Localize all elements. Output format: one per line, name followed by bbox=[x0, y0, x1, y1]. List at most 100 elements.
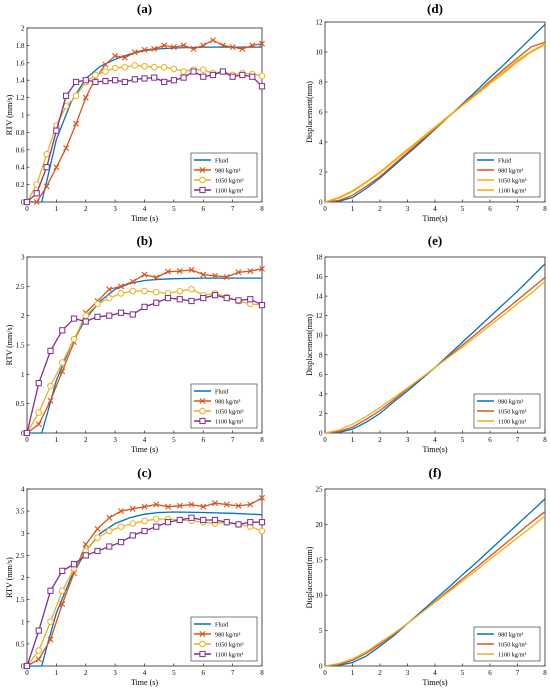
chart-panel-a: (a) 0 1 2 3 4 5 6 7 8 0 0.2 0.4 0.6 0.8 1 1.2 1.4 1.6 1.8 2 T… bbox=[5, 1, 266, 223]
data-point bbox=[160, 63, 168, 71]
x-tick-label: 0 bbox=[323, 436, 327, 444]
y-tick-label: 20 bbox=[316, 521, 324, 529]
x-tick-label: 1 bbox=[351, 669, 355, 677]
data-point bbox=[62, 92, 70, 99]
data-point bbox=[258, 519, 266, 526]
data-point bbox=[151, 74, 158, 81]
legend-marker bbox=[199, 398, 206, 404]
y-tick-label: 1.2 bbox=[16, 94, 25, 102]
data-point bbox=[239, 71, 246, 79]
y-tick-label: 0 bbox=[319, 199, 323, 207]
data-point bbox=[105, 294, 113, 302]
x-tick-label: 7 bbox=[516, 669, 520, 677]
data-point bbox=[82, 552, 89, 559]
y-tick-label: 1.8 bbox=[16, 42, 25, 50]
x-tick-label: 6 bbox=[488, 669, 492, 677]
x-tick-label: 6 bbox=[202, 669, 206, 677]
data-point bbox=[118, 508, 124, 515]
y-tick-label: 8 bbox=[319, 351, 323, 359]
y-tick-label: 10 bbox=[316, 49, 324, 57]
legend-marker bbox=[199, 186, 206, 194]
chart-panel-e: (e)0 1 2 3 4 5 6 7 8024681012141618Time(s)Displa… bbox=[305, 233, 547, 454]
legend: Fluid 980 kg/m³ 1050 kg/m³ 1100 kg/m³ bbox=[473, 152, 541, 198]
y-tick-label: 14 bbox=[316, 293, 324, 301]
data-point bbox=[112, 77, 119, 84]
data-point bbox=[258, 527, 266, 535]
panel-label: (c) bbox=[137, 465, 151, 480]
data-point bbox=[223, 519, 230, 526]
x-tick-label: 1 bbox=[351, 436, 355, 444]
x-tick-label: 8 bbox=[543, 436, 547, 444]
x-tick-label: 2 bbox=[378, 436, 382, 444]
legend-label: 1050 kg/m³ bbox=[498, 178, 527, 185]
series-line bbox=[27, 511, 263, 667]
data-point bbox=[92, 78, 99, 86]
data-point bbox=[53, 127, 60, 134]
y-tick-label: 4 bbox=[319, 139, 323, 147]
data-point bbox=[200, 271, 207, 278]
data-point bbox=[23, 662, 31, 670]
data-point bbox=[223, 294, 230, 302]
x-tick-label: 5 bbox=[461, 669, 465, 677]
legend-marker bbox=[199, 407, 206, 415]
data-point bbox=[129, 311, 136, 318]
legend-label: Fluid bbox=[215, 158, 229, 165]
series-line bbox=[324, 43, 546, 203]
data-point bbox=[247, 501, 254, 508]
series-line bbox=[324, 498, 546, 667]
y-tick-label: 2 bbox=[21, 25, 25, 33]
y-tick-label: 1.4 bbox=[16, 77, 25, 85]
panel-label: (f) bbox=[429, 465, 442, 480]
data-point bbox=[53, 164, 60, 171]
x-tick-label: 3 bbox=[406, 205, 410, 213]
y-tick-label: 12 bbox=[316, 312, 324, 320]
x-tick-label: 2 bbox=[84, 669, 88, 677]
x-axis-label: Time (s) bbox=[131, 214, 158, 223]
data-point bbox=[111, 64, 119, 72]
legend-marker bbox=[199, 640, 206, 648]
x-tick-label: 2 bbox=[84, 436, 88, 444]
x-axis-label: Time(s) bbox=[422, 678, 447, 687]
data-point bbox=[131, 62, 139, 69]
legend-label: 980 kg/m³ bbox=[498, 168, 524, 175]
legend-label: 1100 kg/m³ bbox=[498, 188, 526, 195]
data-point bbox=[200, 294, 207, 302]
y-tick-label: 8 bbox=[319, 79, 323, 87]
y-tick-label: 3 bbox=[21, 530, 25, 538]
legend-label: 980 kg/m³ bbox=[215, 399, 241, 406]
data-point bbox=[200, 503, 207, 510]
x-tick-label: 2 bbox=[378, 669, 382, 677]
chart-panel-b: (b) 0 1 2 3 4 5 6 7 8 0 0.5 1 1.5 2 2.5 3 Time (s) RTV (mm… bbox=[5, 233, 266, 454]
data-point bbox=[176, 268, 183, 275]
data-point bbox=[58, 359, 66, 366]
data-point bbox=[94, 534, 101, 541]
chart-panel-d: (d)0 1 2 3 4 5 6 7 8024681012Time(s)Displacement… bbox=[305, 1, 547, 223]
data-point bbox=[170, 77, 177, 84]
x-tick-label: 4 bbox=[143, 669, 147, 677]
data-point bbox=[180, 42, 187, 49]
series-4 bbox=[23, 514, 266, 670]
x-tick-label: 5 bbox=[172, 205, 176, 213]
x-tick-label: 8 bbox=[543, 205, 547, 213]
x-axis-label: Time (s) bbox=[131, 445, 158, 454]
x-axis-label: Time(s) bbox=[422, 214, 447, 223]
x-tick-label: 6 bbox=[202, 436, 206, 444]
data-point bbox=[94, 313, 101, 320]
data-point bbox=[170, 44, 177, 51]
y-tick-label: 0 bbox=[21, 430, 25, 438]
legend-label: Fluid bbox=[215, 622, 229, 629]
data-point bbox=[102, 61, 109, 68]
x-tick-label: 3 bbox=[113, 436, 117, 444]
data-point bbox=[129, 520, 137, 527]
x-tick-label: 7 bbox=[516, 205, 520, 213]
data-point bbox=[106, 286, 113, 293]
data-point bbox=[153, 501, 160, 508]
data-point bbox=[131, 76, 138, 83]
data-point bbox=[239, 45, 246, 52]
y-tick-label: 10 bbox=[316, 592, 324, 600]
x-tick-label: 8 bbox=[260, 205, 264, 213]
legend-label: 1100 kg/m³ bbox=[498, 419, 526, 426]
data-point bbox=[121, 78, 128, 86]
y-tick-label: 0.2 bbox=[16, 181, 25, 189]
